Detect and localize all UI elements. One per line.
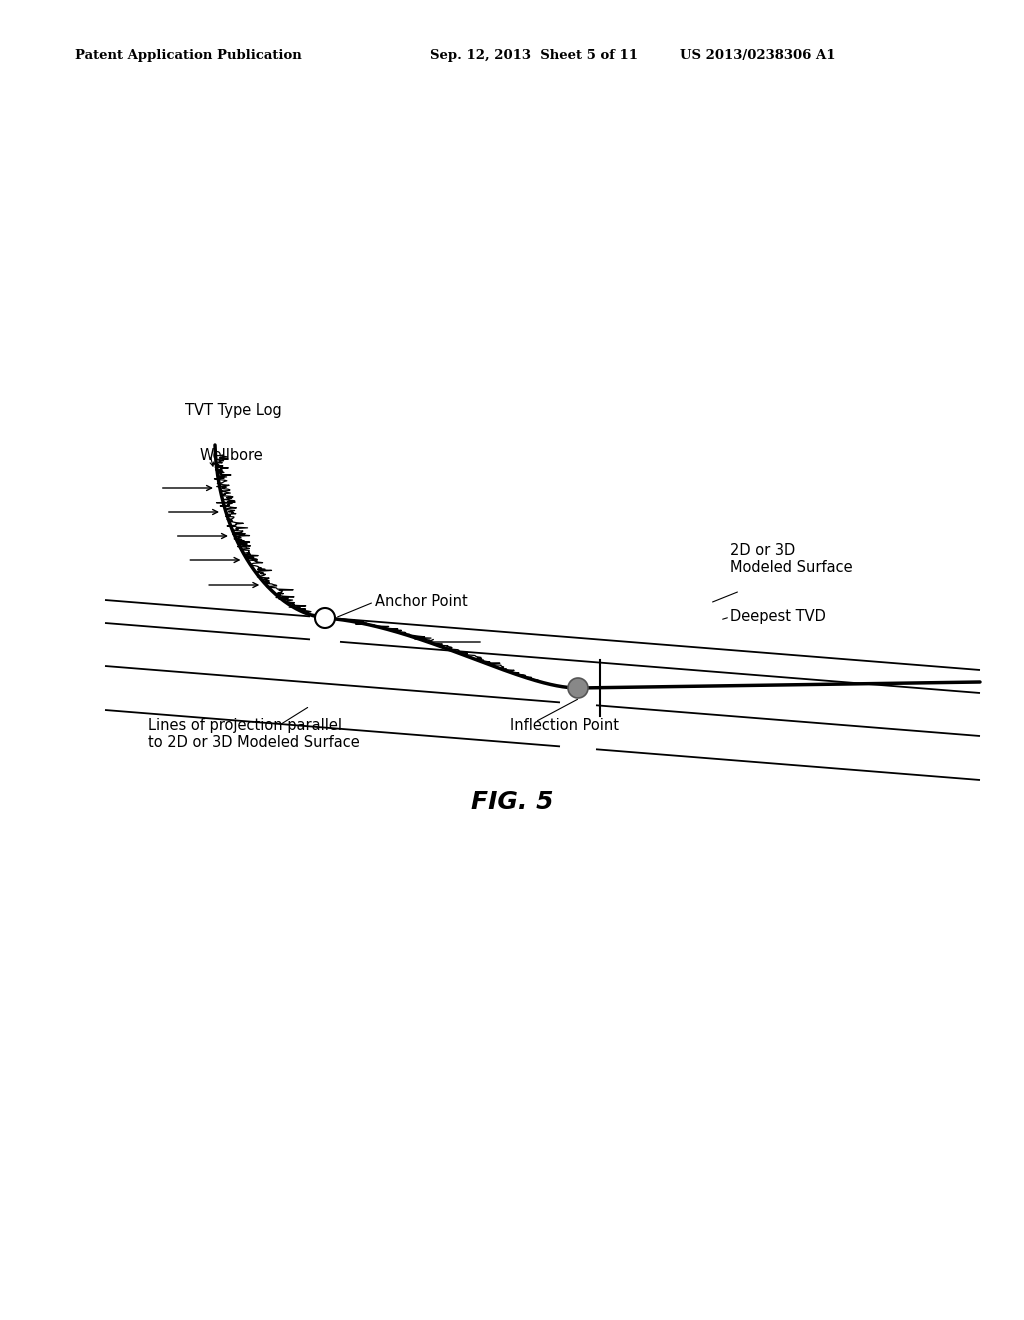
Text: US 2013/0238306 A1: US 2013/0238306 A1 bbox=[680, 49, 836, 62]
Text: Wellbore: Wellbore bbox=[200, 447, 264, 463]
Text: Inflection Point: Inflection Point bbox=[510, 718, 618, 733]
Text: Patent Application Publication: Patent Application Publication bbox=[75, 49, 302, 62]
Text: Anchor Point: Anchor Point bbox=[375, 594, 468, 610]
Text: Lines of projection parallel
to 2D or 3D Modeled Surface: Lines of projection parallel to 2D or 3D… bbox=[148, 718, 359, 750]
Text: FIG. 5: FIG. 5 bbox=[471, 789, 553, 814]
Text: 2D or 3D
Modeled Surface: 2D or 3D Modeled Surface bbox=[730, 543, 853, 576]
Text: TVT Type Log: TVT Type Log bbox=[185, 403, 282, 418]
Circle shape bbox=[315, 609, 335, 628]
Circle shape bbox=[568, 678, 588, 698]
Text: Deepest TVD: Deepest TVD bbox=[730, 610, 826, 624]
Text: Sep. 12, 2013  Sheet 5 of 11: Sep. 12, 2013 Sheet 5 of 11 bbox=[430, 49, 638, 62]
